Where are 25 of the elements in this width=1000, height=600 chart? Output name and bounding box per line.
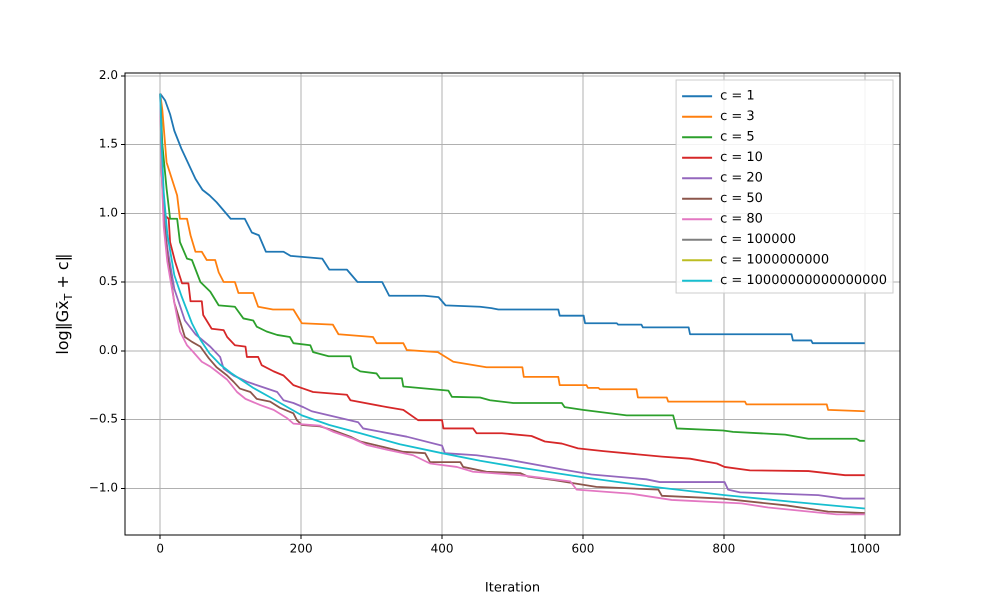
y-tick-label: 1.5 [98, 136, 118, 151]
x-axis-title: Iteration [484, 580, 540, 596]
legend-label: c = 80 [720, 212, 763, 227]
legend-label: c = 10 [720, 150, 763, 166]
legend-label: c = 100000 [720, 232, 796, 248]
y-tick-label: −0.5 [88, 412, 118, 426]
x-tick-label: 600 [572, 541, 594, 556]
x-tick-label: 0 [156, 541, 164, 556]
legend-label: c = 1 [720, 88, 755, 104]
y-tick-label: 2.0 [98, 68, 118, 82]
y-tick-label: −1.0 [88, 480, 118, 494]
legend-label: c = 50 [720, 191, 763, 206]
legend-label: c = 10000000000000000 [720, 273, 888, 288]
y-axis-title: log‖Gx̄T + c‖ [53, 253, 75, 355]
x-tick-label: 200 [290, 541, 313, 556]
y-tick-label: 0.5 [98, 274, 118, 288]
x-tick-label: 1000 [850, 541, 880, 556]
legend-label: c = 5 [720, 130, 755, 145]
legend-label: c = 1000000000 [720, 252, 830, 268]
x-tick-label: 400 [430, 541, 454, 556]
x-tick-label: 800 [712, 541, 736, 556]
y-tick-label: 0.0 [98, 342, 118, 357]
legend-label: c = 20 [720, 170, 763, 186]
y-tick-label: 1.0 [98, 205, 118, 220]
legend-label: c = 3 [720, 109, 755, 124]
